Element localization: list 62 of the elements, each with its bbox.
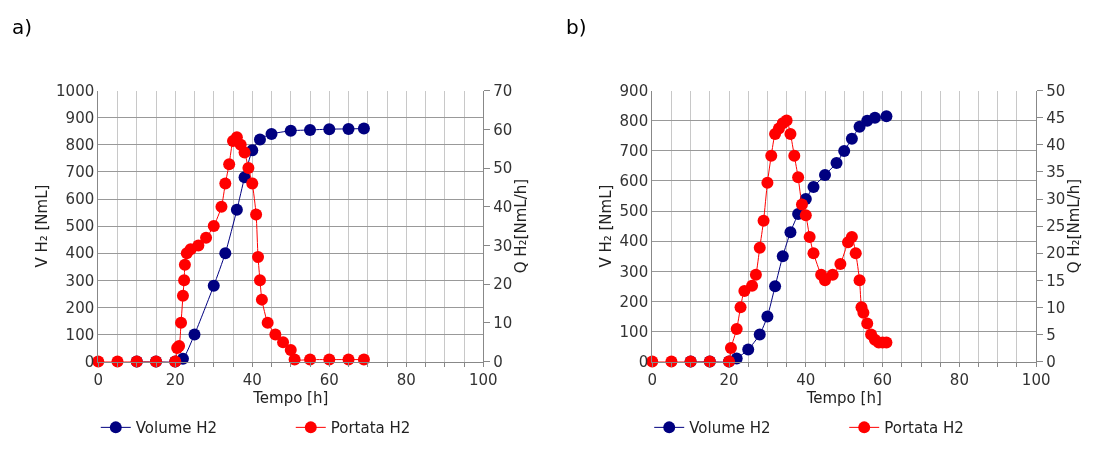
y-tick-label: 300 (619, 262, 649, 281)
y-tick-label: 200 (619, 292, 649, 311)
x-tick-label: 40 (242, 370, 262, 389)
y2-tick-label: 25 (1046, 217, 1066, 236)
x-axis-title: Tempo [h] (252, 388, 329, 407)
x-tick-label: 40 (796, 370, 816, 389)
y-axis-title: V H₂ [NmL] (596, 184, 615, 268)
legend-label: Volume H2 (135, 419, 218, 438)
x-tick-label: 80 (396, 370, 416, 389)
y-tick-label: 100 (65, 325, 95, 344)
legend-label: Volume H2 (689, 419, 771, 438)
y-axis-title: V H₂ [NmL] (33, 184, 52, 268)
y2-tick-label: 40 (1046, 136, 1066, 155)
x-tick-label: 20 (165, 370, 185, 389)
y-tick-label: 0 (638, 352, 649, 371)
y2-tick-label: 50 (493, 159, 513, 178)
x-tick-label: 100 (468, 370, 498, 389)
y-tick-label: 1000 (56, 81, 95, 100)
y-tick-label: 600 (65, 190, 95, 209)
y-tick-label: 900 (619, 81, 649, 100)
y-tick-label: 700 (619, 142, 649, 161)
x-tick-label: 60 (319, 370, 339, 389)
y-tick-label: 800 (65, 136, 95, 155)
y2-tick-label: 35 (1046, 163, 1066, 182)
y2-tick-label: 20 (493, 275, 513, 294)
y2-tick-label: 5 (1046, 325, 1056, 344)
y2-tick-label: 20 (1046, 244, 1066, 263)
y-tick-label: 800 (619, 112, 649, 131)
chart-title: a) (12, 15, 33, 39)
x-tick-label: 80 (949, 370, 969, 389)
y2-tick-label: 45 (1046, 109, 1066, 128)
x-tick-label: 60 (873, 370, 893, 389)
y2-tick-label: 30 (493, 236, 513, 255)
y-tick-label: 400 (619, 232, 649, 251)
y2-axis-title: Q H₂[NmL/h] (1065, 178, 1084, 274)
y-tick-label: 300 (65, 271, 95, 290)
y2-tick-label: 10 (493, 314, 513, 333)
legend-label: Portata H2 (330, 419, 411, 438)
y2-tick-label: 0 (1046, 352, 1056, 371)
y-tick-label: 400 (65, 244, 95, 263)
y2-tick-label: 30 (1046, 190, 1066, 209)
x-axis-title: Tempo [h] (805, 388, 882, 407)
y2-tick-label: 10 (1046, 298, 1066, 317)
y2-tick-label: 70 (493, 81, 513, 100)
y-tick-label: 200 (65, 298, 95, 317)
y-tick-label: 0 (84, 352, 95, 371)
y2-tick-label: 60 (493, 120, 513, 139)
y-tick-label: 700 (65, 163, 95, 182)
y2-tick-label: 50 (1046, 81, 1066, 100)
y2-tick-label: 40 (493, 198, 513, 217)
y-tick-label: 500 (65, 217, 95, 236)
y-tick-label: 500 (619, 202, 649, 221)
y-tick-label: 900 (65, 109, 95, 128)
y2-tick-label: 15 (1046, 271, 1066, 290)
y-tick-label: 600 (619, 172, 649, 191)
legend-label: Portata H2 (884, 419, 964, 438)
y2-tick-label: 0 (493, 352, 503, 371)
y-tick-label: 100 (619, 322, 649, 341)
x-tick-label: 20 (719, 370, 739, 389)
chart-title: b) (566, 15, 587, 39)
x-tick-label: 100 (1021, 370, 1051, 389)
y2-axis-title: Q H₂[NmL/h] (512, 178, 531, 274)
